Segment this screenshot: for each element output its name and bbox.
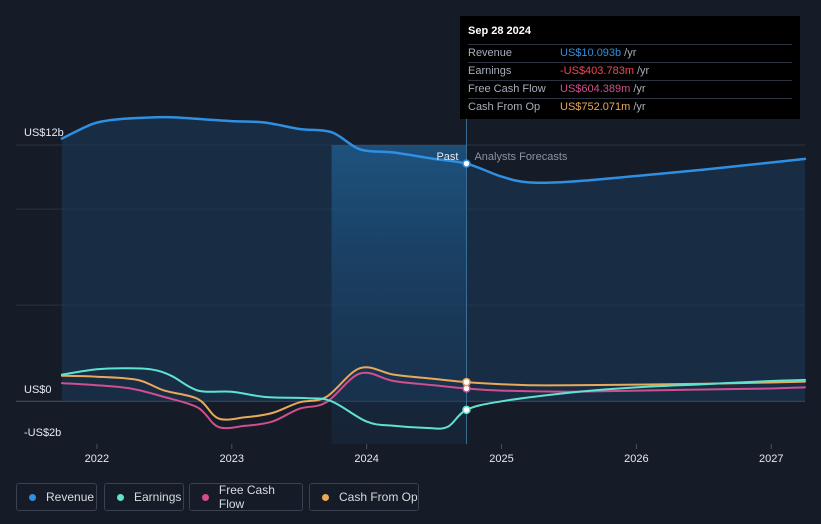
- tooltip-row-revenue: Revenue US$10.093b /yr: [468, 45, 792, 63]
- revenue-line: [60, 115, 807, 185]
- legend-dot-icon: [29, 493, 36, 501]
- x-tick-label: 2022: [85, 453, 109, 465]
- y-axis-label-zero: US$0: [24, 384, 52, 396]
- x-tick-label: 2023: [220, 453, 244, 465]
- y-axis-label-top: US$12b: [24, 127, 64, 139]
- earnings-marker: [462, 405, 471, 415]
- legend-item-earnings[interactable]: Earnings: [104, 483, 184, 511]
- legend-item-revenue[interactable]: Revenue: [16, 483, 97, 511]
- legend-dot-icon: [117, 493, 124, 501]
- legend-item-cash-from-op[interactable]: Cash From Op: [309, 483, 419, 511]
- revenue-marker: [462, 159, 471, 168]
- x-tick-label: 2025: [489, 453, 513, 465]
- x-tick-label: 2027: [759, 453, 783, 465]
- tooltip-unit: /yr: [637, 65, 650, 77]
- free-cash-flow-line: [60, 371, 806, 430]
- cash-from-op-line: [60, 366, 806, 421]
- tooltip-unit: /yr: [633, 83, 646, 95]
- legend-label: Earnings: [134, 490, 182, 504]
- x-tick-label: 2026: [624, 453, 648, 465]
- tooltip-label: Free Cash Flow: [468, 83, 546, 95]
- tooltip-label: Earnings: [468, 65, 512, 77]
- forecast-label: Analysts Forecasts: [474, 151, 567, 163]
- x-tick-label: 2024: [354, 453, 378, 465]
- legend-label: Free Cash Flow: [218, 483, 275, 511]
- tooltip-value: US$10.093b: [560, 47, 622, 59]
- tooltip: Sep 28 2024 Revenue US$10.093b /yr Earni…: [460, 16, 800, 119]
- tooltip-label: Cash From Op: [468, 101, 541, 113]
- tooltip-row-earnings: Earnings -US$403.783m /yr: [468, 63, 792, 81]
- tooltip-label: Revenue: [468, 47, 513, 59]
- tooltip-date: Sep 28 2024: [468, 24, 792, 45]
- tooltip-unit: /yr: [624, 47, 637, 59]
- cash-from-op-marker: [462, 377, 471, 387]
- past-label: Past: [436, 151, 458, 163]
- legend-item-free-cash-flow[interactable]: Free Cash Flow: [189, 483, 303, 511]
- legend-dot-icon: [322, 493, 329, 501]
- y-axis-label-bottom: -US$2b: [24, 427, 61, 439]
- legend-label: Revenue: [46, 490, 95, 504]
- tooltip-value: US$752.071m: [560, 101, 631, 113]
- earnings-line: [60, 367, 806, 430]
- past-shade: [331, 145, 467, 444]
- tooltip-row-cash-from-op: Cash From Op US$752.071m /yr: [468, 99, 792, 116]
- legend-label: Cash From Op: [339, 490, 418, 504]
- tooltip-row-free-cash-flow: Free Cash Flow US$604.389m /yr: [468, 81, 792, 99]
- tooltip-value: -US$403.783m: [560, 65, 634, 77]
- tooltip-value: US$604.389m: [560, 83, 631, 95]
- legend-dot-icon: [202, 493, 209, 501]
- tooltip-unit: /yr: [633, 101, 646, 113]
